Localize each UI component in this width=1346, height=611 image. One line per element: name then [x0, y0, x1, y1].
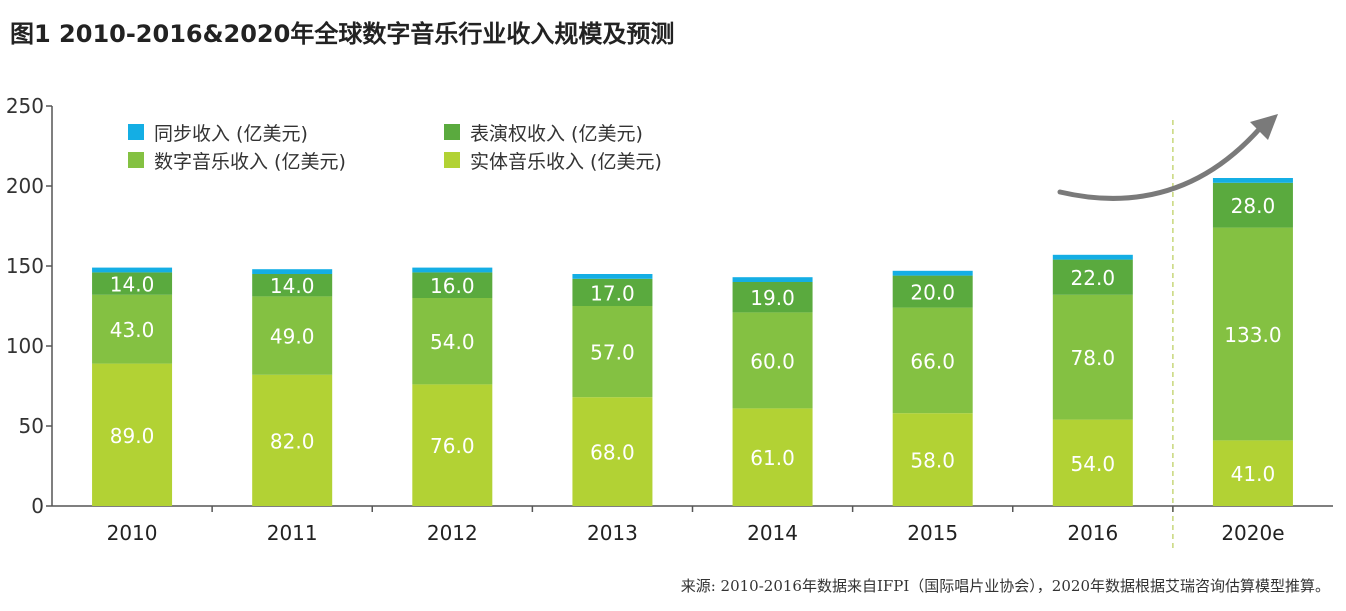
bar-sync — [1212, 178, 1293, 183]
growth-arrow-head — [1250, 114, 1278, 140]
data-label-performance: 16.0 — [430, 274, 475, 298]
bar-sync — [412, 267, 493, 273]
x-tick-label: 2012 — [427, 521, 478, 545]
data-label-digital: 60.0 — [750, 349, 795, 373]
data-label-performance: 19.0 — [750, 286, 795, 310]
x-axis: 2010 2011 2012 2013 2014 2015 2016 2020e — [107, 506, 1285, 545]
data-label-performance: 20.0 — [910, 281, 955, 305]
bar-sync — [92, 267, 173, 273]
x-tick-label: 2020e — [1221, 521, 1284, 545]
y-tick-label: 150 — [6, 254, 44, 278]
bar-performance — [92, 272, 173, 295]
bar-digital — [92, 294, 173, 364]
legend: 同步收入 (亿美元) 表演权收入 (亿美元) 数字音乐收入 (亿美元) 实体音乐收入 … — [128, 123, 662, 173]
legend-label-digital: 数字音乐收入 (亿美元) — [154, 151, 346, 173]
y-tick-label: 200 — [6, 174, 44, 198]
data-label-physical: 61.0 — [750, 446, 795, 470]
data-label-physical: 68.0 — [590, 441, 635, 465]
y-tick-label: 50 — [19, 414, 44, 438]
bar-performance — [572, 278, 653, 306]
data-label-physical: 82.0 — [270, 429, 315, 453]
bar-sync — [732, 277, 813, 282]
bar-digital — [1052, 294, 1133, 420]
x-tick-label: 2011 — [267, 521, 318, 545]
data-label-performance: 17.0 — [590, 281, 635, 305]
legend-label-physical: 实体音乐收入 (亿美元) — [470, 151, 662, 173]
bar-physical — [1212, 440, 1293, 506]
bar-performance — [412, 272, 493, 298]
data-label-digital: 54.0 — [430, 330, 475, 354]
bar-digital — [1212, 227, 1293, 441]
y-tick-label: 100 — [6, 334, 44, 358]
x-tick-label: 2010 — [107, 521, 158, 545]
bar-performance — [732, 282, 813, 313]
source-note: 来源: 2010-2016年数据来自IFPI（国际唱片业协会），2020年数据根… — [680, 577, 1330, 595]
y-tick-label: 250 — [6, 94, 44, 118]
bar-digital — [252, 296, 333, 375]
y-tick-label: 0 — [31, 494, 44, 518]
data-label-physical: 89.0 — [110, 424, 155, 448]
data-label-physical: 58.0 — [910, 449, 955, 473]
x-tick-label: 2014 — [747, 521, 798, 545]
data-label-digital: 78.0 — [1071, 346, 1116, 370]
bar-performance — [892, 275, 973, 308]
bar-physical — [252, 374, 333, 506]
bar-sync — [1052, 254, 1133, 260]
legend-swatch-sync — [128, 124, 144, 140]
bar-performance — [1052, 259, 1133, 295]
bar-sync — [892, 270, 973, 276]
bar-physical — [572, 397, 653, 506]
bar-physical — [92, 363, 173, 506]
bar-physical — [892, 413, 973, 506]
growth-arrow-curve — [1057, 123, 1265, 201]
bar-physical — [732, 408, 813, 506]
x-tick-label: 2015 — [907, 521, 958, 545]
data-label-digital: 49.0 — [270, 325, 315, 349]
data-label-performance: 28.0 — [1231, 194, 1276, 218]
bar-performance — [252, 274, 333, 297]
x-tick-label: 2016 — [1067, 521, 1118, 545]
legend-swatch-performance — [444, 124, 460, 140]
growth-arrow-icon — [1057, 114, 1278, 201]
bar-digital — [892, 307, 973, 414]
legend-swatch-physical — [444, 152, 460, 168]
data-label-digital: 43.0 — [110, 318, 155, 342]
data-labels: 89.0 43.0 14.0 82.0 49.0 14.0 76.0 54.0 16.0 68.0… — [110, 194, 1282, 486]
legend-swatch-digital — [128, 152, 144, 168]
bar-physical — [1052, 419, 1133, 506]
bar-digital — [572, 306, 653, 398]
data-label-performance: 14.0 — [270, 274, 315, 298]
legend-label-sync: 同步收入 (亿美元) — [154, 123, 308, 145]
bar-physical — [412, 384, 493, 506]
data-label-performance: 14.0 — [110, 273, 155, 297]
chart-title: 图1 2010-2016&2020年全球数字音乐行业收入规模及预测 — [10, 20, 675, 48]
legend-label-performance: 表演权收入 (亿美元) — [470, 123, 643, 145]
bar-sync — [252, 269, 333, 274]
bar-sync — [572, 274, 653, 279]
bar-digital — [732, 312, 813, 409]
data-label-physical: 41.0 — [1231, 462, 1276, 486]
data-label-physical: 76.0 — [430, 434, 475, 458]
data-label-digital: 57.0 — [590, 341, 635, 365]
data-label-digital: 66.0 — [910, 349, 955, 373]
data-label-digital: 133.0 — [1224, 323, 1281, 347]
data-label-performance: 22.0 — [1071, 266, 1116, 290]
bar-performance — [1212, 182, 1293, 228]
bars — [92, 178, 1293, 506]
x-tick-label: 2013 — [587, 521, 638, 545]
data-label-physical: 54.0 — [1071, 452, 1116, 476]
bar-digital — [412, 298, 493, 385]
